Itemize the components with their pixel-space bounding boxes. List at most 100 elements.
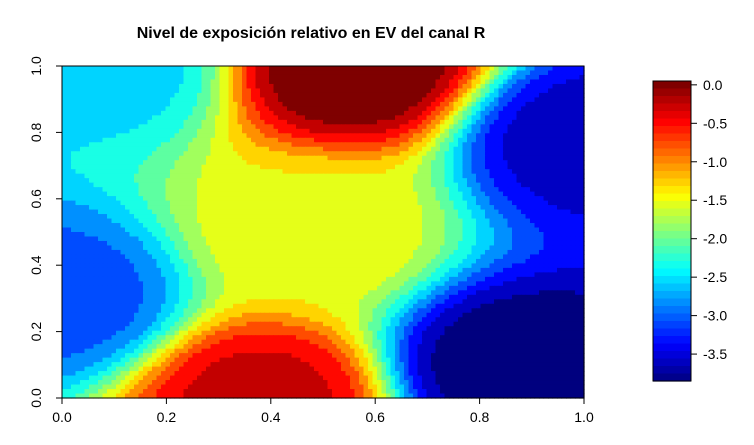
- heatmap-cell: [570, 115, 576, 121]
- heatmap-cell: [485, 106, 491, 112]
- heatmap-cell: [458, 223, 464, 229]
- heatmap-cell: [282, 160, 288, 166]
- heatmap-cell: [363, 173, 369, 179]
- heatmap-cell: [174, 254, 180, 260]
- heatmap-cell: [237, 164, 243, 170]
- heatmap-cell: [179, 245, 185, 251]
- heatmap-cell: [557, 236, 563, 242]
- heatmap-cell: [84, 97, 90, 103]
- heatmap-cell: [192, 119, 198, 125]
- heatmap-cell: [62, 209, 68, 215]
- heatmap-cell: [480, 142, 486, 148]
- heatmap-cell: [282, 74, 288, 81]
- heatmap-cell: [512, 223, 518, 229]
- heatmap-cell: [435, 128, 441, 134]
- heatmap-cell: [300, 133, 306, 139]
- heatmap-cell: [188, 191, 194, 197]
- heatmap-cell: [269, 232, 275, 238]
- heatmap-cell: [170, 240, 176, 247]
- heatmap-cell: [521, 209, 527, 215]
- heatmap-cell: [341, 240, 347, 247]
- heatmap-cell: [71, 83, 77, 90]
- heatmap-cell: [575, 155, 581, 161]
- heatmap-cell: [255, 196, 261, 202]
- heatmap-cell: [444, 232, 450, 238]
- heatmap-cell: [426, 92, 432, 99]
- heatmap-cell: [512, 97, 518, 103]
- heatmap-cell: [309, 115, 315, 121]
- heatmap-cell: [84, 182, 90, 188]
- heatmap-cell: [107, 236, 113, 242]
- heatmap-cell: [242, 200, 248, 206]
- heatmap-cell: [494, 205, 500, 211]
- heatmap-cell: [260, 187, 266, 193]
- heatmap-cell: [530, 173, 536, 179]
- heatmap-cell: [539, 182, 545, 188]
- heatmap-cell: [138, 133, 144, 139]
- heatmap-cell: [395, 133, 401, 139]
- heatmap-cell: [174, 97, 180, 103]
- heatmap-cell: [548, 128, 554, 134]
- heatmap-cell: [129, 200, 135, 206]
- heatmap-cell: [341, 88, 347, 94]
- heatmap-cell: [566, 187, 572, 193]
- heatmap-cell: [552, 209, 558, 215]
- heatmap-cell: [188, 196, 194, 202]
- heatmap-cell: [512, 137, 518, 143]
- heatmap-cell: [215, 133, 221, 139]
- heatmap-cell: [395, 106, 401, 112]
- heatmap-cell: [201, 245, 207, 251]
- heatmap-cell: [75, 236, 81, 242]
- heatmap-cell: [539, 92, 545, 99]
- heatmap-cell: [426, 119, 432, 125]
- heatmap-cell: [246, 232, 252, 238]
- heatmap-cell: [183, 124, 189, 130]
- heatmap-cell: [89, 124, 95, 130]
- heatmap-cell: [282, 146, 288, 152]
- heatmap-cell: [395, 245, 401, 251]
- heatmap-cell: [350, 97, 356, 103]
- heatmap-cell: [260, 223, 266, 229]
- heatmap-cell: [444, 92, 450, 99]
- heatmap-cell: [143, 249, 149, 256]
- heatmap-cell: [377, 191, 383, 197]
- heatmap-cell: [102, 97, 108, 103]
- heatmap-cell: [246, 249, 252, 256]
- heatmap-cell: [206, 142, 212, 148]
- heatmap-cell: [107, 106, 113, 112]
- heatmap-cell: [395, 137, 401, 143]
- heatmap-cell: [543, 79, 549, 85]
- heatmap-cell: [345, 245, 351, 251]
- heatmap-cell: [255, 110, 261, 116]
- heatmap-cell: [516, 173, 522, 179]
- heatmap-cell: [192, 164, 198, 170]
- heatmap-cell: [507, 115, 513, 121]
- heatmap-cell: [80, 160, 86, 166]
- heatmap-cell: [215, 200, 221, 206]
- heatmap-cell: [233, 106, 239, 112]
- heatmap-cell: [296, 196, 302, 202]
- heatmap-cell: [422, 137, 428, 143]
- heatmap-cell: [327, 79, 333, 85]
- heatmap-cell: [516, 88, 522, 94]
- heatmap-cell: [156, 200, 162, 206]
- heatmap-cell: [242, 79, 248, 85]
- heatmap-cell: [525, 232, 531, 238]
- heatmap-cell: [66, 240, 72, 247]
- heatmap-cell: [386, 191, 392, 197]
- heatmap-cell: [62, 191, 68, 197]
- heatmap-cell: [237, 106, 243, 112]
- heatmap-cell: [323, 119, 329, 125]
- heatmap-cell: [269, 200, 275, 206]
- heatmap-cell: [350, 200, 356, 206]
- heatmap-cell: [323, 155, 329, 161]
- heatmap-cell: [170, 106, 176, 112]
- heatmap-cell: [233, 115, 239, 121]
- heatmap-cell: [138, 66, 144, 72]
- heatmap-cell: [332, 124, 338, 130]
- heatmap-cell: [485, 142, 491, 148]
- heatmap-cell: [143, 232, 149, 238]
- heatmap-cell: [561, 232, 567, 238]
- heatmap-cell: [548, 106, 554, 112]
- heatmap-cell: [269, 92, 275, 99]
